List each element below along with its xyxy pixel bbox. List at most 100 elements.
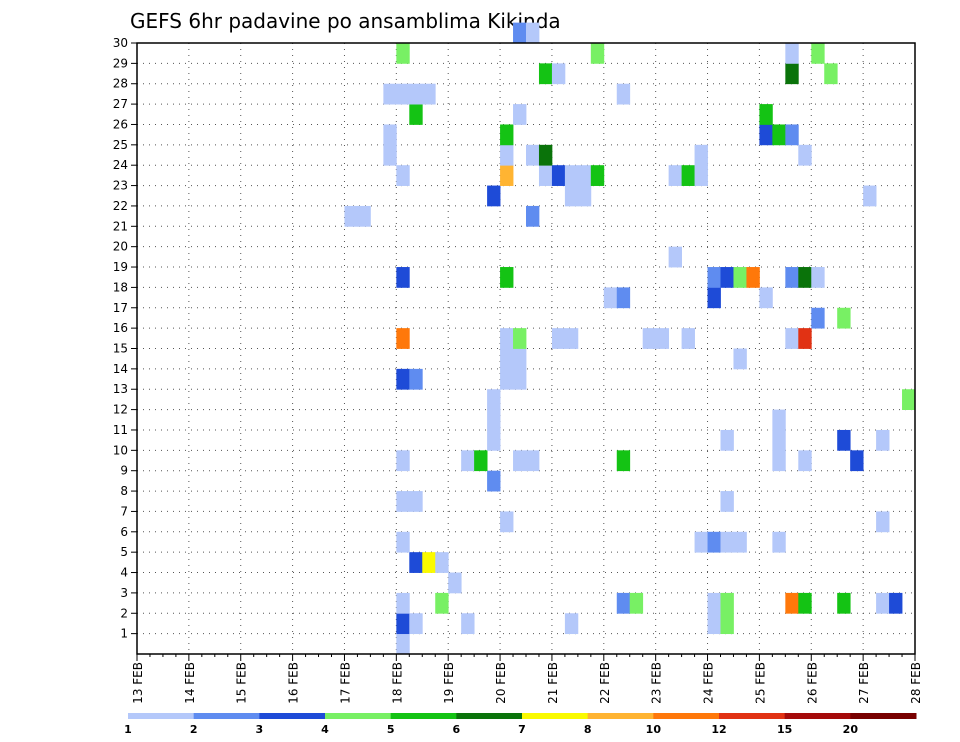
data-cell bbox=[500, 124, 514, 146]
x-tick-label: 13 FEB bbox=[131, 662, 145, 704]
y-tick-label: 21 bbox=[113, 219, 128, 233]
data-cell bbox=[422, 552, 436, 573]
data-cell bbox=[487, 409, 501, 431]
data-cell bbox=[720, 429, 734, 451]
data-cell bbox=[772, 409, 786, 431]
data-cell bbox=[811, 267, 825, 288]
data-cell bbox=[383, 124, 397, 146]
data-cell bbox=[551, 63, 566, 85]
data-cell bbox=[785, 592, 799, 614]
data-cell bbox=[837, 592, 851, 614]
y-tick-label: 6 bbox=[120, 525, 128, 539]
data-cell bbox=[902, 389, 916, 410]
y-tick-label: 10 bbox=[113, 443, 128, 457]
data-cell bbox=[642, 328, 657, 349]
data-cell bbox=[513, 348, 527, 370]
data-cell bbox=[785, 63, 799, 85]
data-cell bbox=[396, 165, 410, 186]
data-cell bbox=[694, 165, 708, 186]
data-cell bbox=[681, 328, 695, 349]
data-cell bbox=[422, 83, 436, 105]
legend-swatch bbox=[456, 713, 523, 719]
data-cell bbox=[772, 429, 786, 451]
data-cell bbox=[513, 22, 527, 44]
data-cell bbox=[409, 83, 423, 105]
data-cell bbox=[720, 491, 734, 512]
data-cell bbox=[396, 491, 410, 512]
data-cell bbox=[590, 43, 605, 64]
x-tick-label: 23 FEB bbox=[650, 662, 664, 704]
legend-swatch bbox=[587, 713, 654, 719]
y-tick-label: 22 bbox=[113, 199, 128, 213]
data-cell bbox=[357, 205, 371, 227]
y-axis: 1234567891011121314151617181920212223242… bbox=[113, 36, 137, 641]
data-cell bbox=[616, 83, 631, 105]
y-tick-label: 17 bbox=[113, 301, 128, 315]
data-cell bbox=[526, 450, 540, 472]
data-cell bbox=[785, 124, 799, 146]
data-cell bbox=[396, 531, 410, 553]
data-cell bbox=[396, 368, 410, 390]
y-tick-label: 8 bbox=[120, 484, 128, 498]
x-tick-label: 21 FEB bbox=[546, 662, 560, 704]
y-tick-label: 4 bbox=[120, 566, 128, 580]
x-tick-label: 17 FEB bbox=[338, 662, 352, 704]
legend-swatch bbox=[390, 713, 457, 719]
data-cell bbox=[720, 531, 734, 553]
data-cell bbox=[707, 287, 721, 309]
data-cell bbox=[564, 613, 579, 635]
data-cell bbox=[526, 144, 540, 166]
y-tick-label: 11 bbox=[113, 423, 128, 437]
data-cell bbox=[513, 104, 527, 125]
data-cell bbox=[811, 43, 825, 64]
data-cell bbox=[564, 185, 579, 207]
data-cell bbox=[396, 633, 410, 655]
legend: 1 2 3 4 5 6 7 8 10 12 15 20 bbox=[124, 713, 917, 736]
x-tick-label: 26 FEB bbox=[805, 662, 819, 704]
data-cell bbox=[409, 368, 423, 390]
data-cell bbox=[785, 328, 799, 349]
data-cell bbox=[383, 144, 397, 166]
x-tick-label: 15 FEB bbox=[235, 662, 249, 704]
legend-swatch bbox=[259, 713, 326, 719]
data-cell bbox=[616, 287, 631, 309]
y-tick-label: 28 bbox=[113, 77, 128, 91]
data-cell bbox=[590, 165, 605, 186]
data-cell bbox=[668, 165, 682, 186]
legend-label: 15 bbox=[777, 723, 792, 736]
data-cell bbox=[538, 165, 553, 186]
data-cell bbox=[396, 328, 410, 349]
data-cell bbox=[435, 592, 449, 614]
data-cell bbox=[396, 592, 410, 614]
legend-label: 2 bbox=[190, 723, 198, 736]
x-tick-label: 16 FEB bbox=[287, 662, 301, 704]
data-cell bbox=[577, 165, 592, 186]
data-cell bbox=[409, 491, 423, 512]
data-cell bbox=[707, 267, 721, 288]
y-tick-label: 15 bbox=[113, 342, 128, 356]
legend-label: 4 bbox=[321, 723, 329, 736]
data-cell bbox=[500, 348, 514, 370]
data-cell bbox=[759, 124, 773, 146]
data-cell bbox=[487, 470, 501, 492]
data-cell bbox=[461, 450, 475, 472]
legend-label: 7 bbox=[518, 723, 526, 736]
legend-swatch bbox=[193, 713, 260, 719]
x-tick-label: 28 FEB bbox=[909, 662, 923, 704]
data-cell bbox=[564, 165, 579, 186]
data-cell bbox=[681, 165, 695, 186]
plot-frame bbox=[136, 42, 916, 655]
y-tick-label: 18 bbox=[113, 280, 128, 294]
legend-label: 12 bbox=[711, 723, 726, 736]
data-cell bbox=[746, 267, 760, 288]
data-cell bbox=[396, 613, 410, 635]
data-cell bbox=[707, 592, 721, 614]
data-cell bbox=[551, 165, 566, 186]
data-cell bbox=[616, 592, 631, 614]
data-cell bbox=[538, 144, 553, 166]
data-cell bbox=[629, 592, 644, 614]
data-cell bbox=[409, 104, 423, 125]
data-cell bbox=[513, 450, 527, 472]
data-cell bbox=[396, 450, 410, 472]
data-cell bbox=[798, 267, 812, 288]
